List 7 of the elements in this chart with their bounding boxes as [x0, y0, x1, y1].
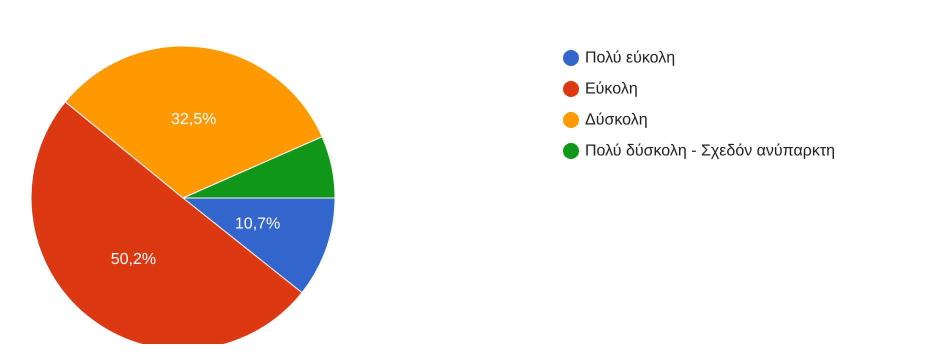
legend-label: Εύκολη [585, 80, 638, 98]
legend-label: Πολύ εύκολη [585, 50, 676, 66]
legend-label: Δύσκολη [585, 112, 648, 128]
data-label: 50,2% [110, 251, 156, 268]
data-label: 10,7% [234, 216, 280, 233]
legend-label: Πολύ δύσκολη - Σχεδόν ανύπαρκτη [585, 142, 836, 160]
data-label: 32,5% [170, 111, 216, 128]
